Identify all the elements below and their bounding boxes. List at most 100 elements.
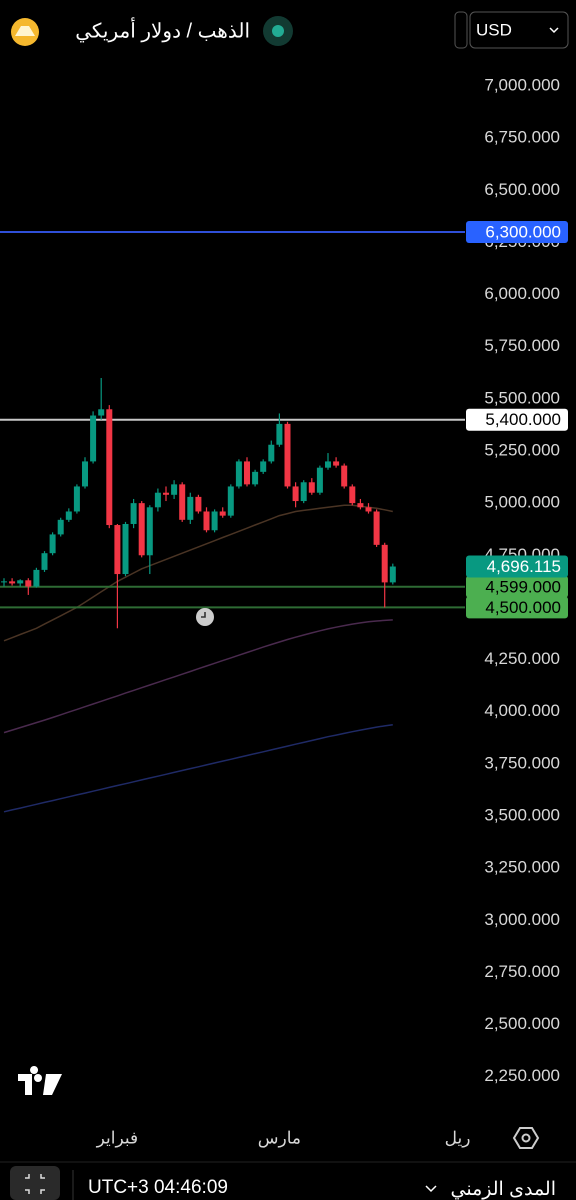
candle-body bbox=[268, 444, 275, 462]
candle-body bbox=[49, 534, 56, 554]
candle-body bbox=[341, 465, 348, 487]
candle-body bbox=[57, 519, 64, 535]
candle-body bbox=[244, 461, 250, 485]
candle-body bbox=[260, 461, 267, 472]
candle-body bbox=[365, 507, 372, 512]
x-tick-label: ريل bbox=[445, 1128, 471, 1148]
y-tick-label: 5,750.000 bbox=[484, 336, 560, 355]
candle-body bbox=[316, 467, 323, 493]
candle-body bbox=[203, 511, 210, 531]
candle-body bbox=[187, 496, 194, 520]
candle-body bbox=[171, 484, 178, 495]
candle-body bbox=[308, 482, 315, 493]
price-tag bbox=[466, 555, 568, 578]
candle-body bbox=[163, 492, 169, 495]
candle-body bbox=[235, 461, 242, 487]
candle-body bbox=[381, 544, 388, 583]
tv-logo-dot bbox=[34, 1074, 42, 1082]
candle-body bbox=[90, 415, 97, 462]
plot bbox=[0, 230, 465, 813]
price-tag bbox=[466, 575, 568, 598]
y-tick-label: 5,500.000 bbox=[484, 388, 560, 407]
price-tags: 6,300.000 5,400.000 4,599.000 4,500.000 4,69… bbox=[466, 220, 568, 619]
x-tick-label: فبراير bbox=[96, 1128, 138, 1148]
candle-body bbox=[9, 581, 16, 584]
candle-body bbox=[146, 507, 153, 556]
price-tag-label: 4,599.000 bbox=[485, 577, 561, 596]
y-tick-label: 3,000.000 bbox=[484, 910, 560, 929]
settings-icon-center bbox=[521, 1133, 531, 1143]
candle-body bbox=[73, 486, 80, 512]
symbol-title[interactable]: الذهب / دولار أمريكي bbox=[75, 16, 250, 42]
moving-average bbox=[3, 504, 393, 642]
y-tick-label: 5,000.000 bbox=[484, 493, 560, 512]
toolbar-edge bbox=[454, 11, 468, 49]
candle-body bbox=[252, 471, 259, 485]
candle-body bbox=[33, 569, 40, 587]
range-chevron bbox=[425, 1185, 437, 1193]
candle-body bbox=[98, 409, 105, 416]
candle-body bbox=[41, 553, 48, 570]
candle-body bbox=[122, 523, 129, 575]
tv-logo[interactable] bbox=[18, 1066, 62, 1095]
price-tag-label: 4,696.115 bbox=[487, 557, 561, 576]
candle-body bbox=[138, 503, 145, 556]
candle-body bbox=[284, 423, 291, 487]
price-tag-label: 5,400.000 bbox=[485, 410, 561, 429]
moving-average bbox=[3, 619, 393, 734]
price-tag bbox=[466, 596, 568, 619]
settings-icon[interactable] bbox=[512, 1127, 540, 1149]
moving-average bbox=[3, 724, 393, 813]
y-tick-label: 5,250.000 bbox=[484, 440, 560, 459]
y-tick-label: 6,750.000 bbox=[484, 128, 560, 147]
candle-body bbox=[154, 492, 161, 508]
price-tag-label: 6,300.000 bbox=[485, 222, 561, 241]
candle-body bbox=[227, 486, 234, 516]
candle-body bbox=[25, 580, 32, 587]
candle-body bbox=[219, 511, 226, 516]
candle-body bbox=[325, 461, 331, 468]
candle-body bbox=[292, 486, 299, 502]
candle-body bbox=[300, 482, 307, 502]
candle-body bbox=[106, 409, 113, 526]
currency-chevron bbox=[549, 27, 559, 34]
candle-body bbox=[17, 580, 24, 584]
fullscreen-button[interactable] bbox=[10, 1166, 60, 1200]
candle-body bbox=[333, 461, 340, 466]
y-tick-label: 2,750.000 bbox=[484, 962, 560, 981]
range-label[interactable]: المدى الزمني bbox=[451, 1179, 556, 1200]
y-tick-label: 6,500.000 bbox=[484, 180, 560, 199]
candle-body bbox=[357, 503, 364, 508]
y-tick-label: 4,000.000 bbox=[484, 701, 560, 720]
candle-body bbox=[130, 503, 137, 524]
candle-body bbox=[211, 511, 218, 531]
price-tag-label: 4,500.000 bbox=[485, 598, 561, 617]
candle-body bbox=[65, 511, 72, 520]
y-tick-label: 2,250.000 bbox=[484, 1066, 560, 1085]
alarm-hands bbox=[201, 612, 206, 618]
price-tag bbox=[466, 408, 568, 431]
candle-body bbox=[179, 484, 186, 520]
clock[interactable]: UTC+3 04:46:09 bbox=[88, 1177, 228, 1198]
y-tick-label: 3,500.000 bbox=[484, 805, 560, 824]
x-tick-label: مارس bbox=[258, 1128, 301, 1148]
price-tag bbox=[466, 220, 568, 243]
candle-body bbox=[114, 525, 121, 575]
y-tick-label: 4,250.000 bbox=[484, 649, 560, 668]
y-tick-label: 3,750.000 bbox=[484, 753, 560, 772]
y-tick-label: 7,000.000 bbox=[484, 75, 560, 94]
y-tick-label: 3,250.000 bbox=[484, 858, 560, 877]
candle-body bbox=[389, 566, 396, 583]
market-status-dot bbox=[272, 25, 284, 37]
symbol-icon-gold bbox=[15, 26, 35, 36]
candle-body bbox=[1, 581, 7, 583]
candle-body bbox=[349, 486, 356, 504]
candle-body bbox=[373, 511, 380, 545]
currency-select[interactable] bbox=[469, 11, 569, 49]
y-tick-label: 2,500.000 bbox=[484, 1014, 560, 1033]
fullscreen-icon bbox=[25, 1174, 45, 1194]
currency-text: USD bbox=[476, 20, 512, 39]
candle-body bbox=[82, 461, 88, 487]
